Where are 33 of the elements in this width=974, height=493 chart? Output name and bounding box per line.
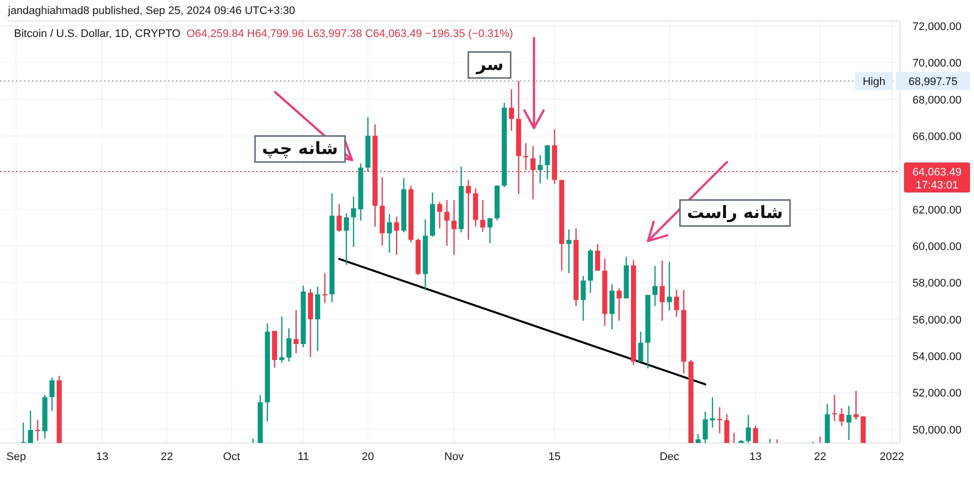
ref-line-label: 68,997.75 bbox=[908, 76, 958, 88]
annotation: شانه راست bbox=[686, 203, 784, 223]
y-tick-label: 72,000.00 bbox=[912, 20, 962, 33]
y-tick-label: 54,000.00 bbox=[912, 350, 962, 363]
annotation: شانه چپ bbox=[262, 139, 338, 159]
x-tick-label: 2022 bbox=[880, 451, 904, 463]
y-tick-label: 52,000.00 bbox=[912, 388, 962, 400]
x-tick-label: 13 bbox=[749, 451, 762, 463]
y-tick-label: 50,000.00 bbox=[912, 424, 962, 436]
y-tick-label: 70,000.00 bbox=[912, 58, 962, 70]
text: 17:43:01 bbox=[916, 179, 958, 192]
annotation: سر bbox=[475, 55, 504, 75]
x-tick-label: Oct bbox=[222, 451, 240, 463]
text: O64,259.84 H64,799.96 L63,997.38 C64,063.49 −196.35 (−0.31%) bbox=[186, 28, 514, 40]
y-tick-label: 56,000.00 bbox=[912, 314, 962, 326]
text: Bitcoin / U.S. Dollar, 1D, CRYPTO bbox=[14, 28, 181, 40]
y-tick-label: 68,000.00 bbox=[912, 94, 962, 106]
x-tick-label: Nov bbox=[444, 451, 464, 463]
y-tick-label: 58,000.00 bbox=[912, 278, 962, 290]
y-tick-label: 66,000.00 bbox=[912, 130, 962, 143]
y-tick-label: 60,000.00 bbox=[912, 240, 962, 253]
x-tick-label: 13 bbox=[96, 451, 108, 463]
x-tick-label: Sep bbox=[6, 451, 26, 463]
annotation: High bbox=[862, 76, 886, 88]
x-tick-label: 15 bbox=[548, 451, 561, 463]
x-tick-label: Dec bbox=[660, 451, 680, 463]
x-tick-label: 11 bbox=[298, 451, 309, 463]
x-tick-label: 22 bbox=[814, 451, 826, 463]
y-tick-label: 62,000.00 bbox=[912, 204, 962, 216]
x-tick-label: 20 bbox=[362, 451, 374, 463]
ref-line-label: 64,063.49 bbox=[912, 166, 962, 178]
x-tick-label: 22 bbox=[160, 451, 174, 463]
text: jandaghiahmad8 published, Sep 25, 2024 09:46 UTC+3:30 bbox=[7, 5, 296, 17]
